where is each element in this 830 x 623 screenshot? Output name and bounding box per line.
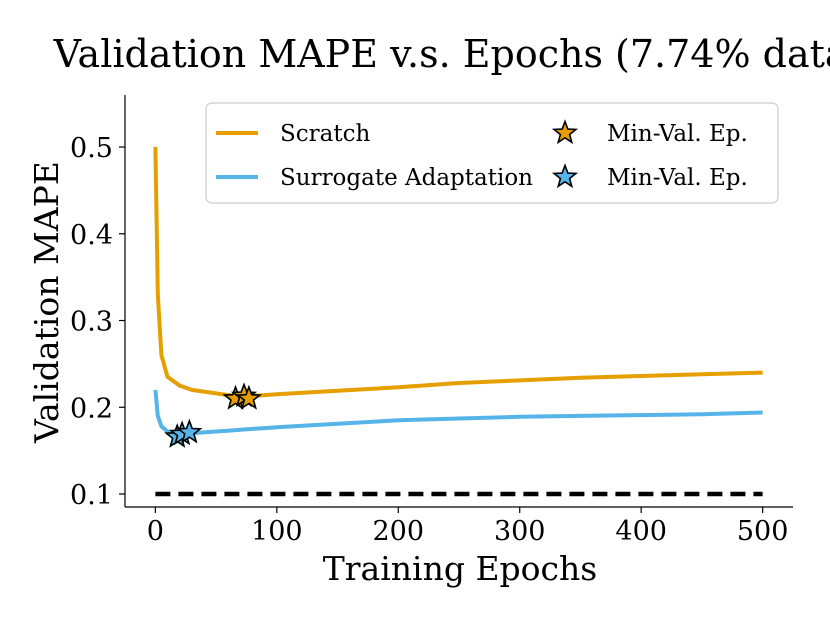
min-val-star-marker <box>176 418 203 444</box>
x-tick-label: 400 <box>615 516 667 547</box>
legend-frame <box>205 102 779 204</box>
legend-star-marker <box>551 163 579 189</box>
x-tick-label: 500 <box>737 516 789 547</box>
y-axis-label: Validation MAPE <box>27 161 66 444</box>
min-val-star-marker <box>235 384 262 410</box>
series-line-surrogate-adaptation <box>153 389 763 436</box>
legend-label-scratch: Scratch <box>280 121 370 147</box>
x-tick-label: 200 <box>372 516 424 547</box>
legend-label-minval-scratch: Min-Val. Ep. <box>607 121 748 147</box>
legend: Scratch Surrogate Adaptation Min-Val. Ep… <box>205 102 779 204</box>
x-tick-label: 100 <box>251 516 303 547</box>
x-tick-label: 300 <box>494 516 546 547</box>
x-tick-label: 0 <box>147 516 164 547</box>
legend-star-marker <box>551 119 579 145</box>
y-tick-label: 0.5 <box>70 133 113 164</box>
y-tick-label: 0.3 <box>70 307 113 338</box>
legend-label-minval-surrogate: Min-Val. Ep. <box>607 165 748 191</box>
x-axis-label: Training Epochs <box>323 549 597 588</box>
y-tick-label: 0.2 <box>70 393 113 424</box>
legend-star-icon-scratch <box>551 119 579 145</box>
legend-star-icon-surrogate <box>551 163 579 189</box>
chart-title: Validation MAPE v.s. Epochs (7.74% data) <box>53 32 830 76</box>
axes: 0 100 200 300 400 500 0.1 0.2 0.3 0.4 0.5 <box>70 95 793 547</box>
min-val-markers <box>164 382 262 448</box>
legend-label-surrogate: Surrogate Adaptation <box>280 165 533 191</box>
y-tick-label: 0.4 <box>70 220 113 251</box>
y-tick-label: 0.1 <box>70 480 113 511</box>
